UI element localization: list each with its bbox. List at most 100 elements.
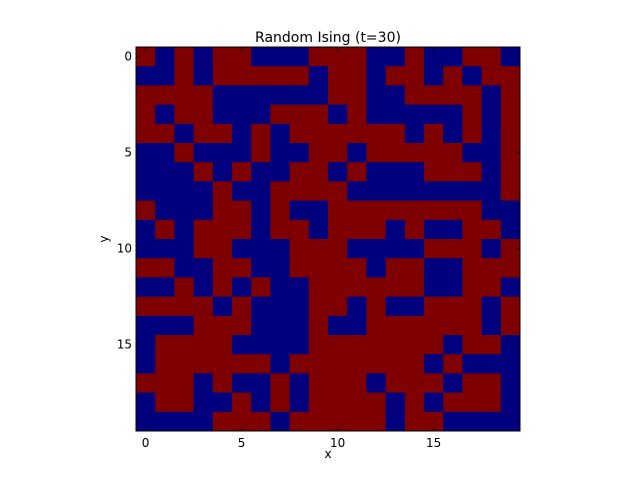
heatmap-cell (251, 85, 271, 106)
heatmap-cell (212, 373, 233, 394)
heatmap-cell (462, 392, 483, 413)
heatmap-cell (308, 354, 329, 374)
heatmap-cell (347, 373, 367, 394)
heatmap-cell (404, 239, 425, 259)
heatmap-cell (232, 200, 252, 221)
heatmap-cell (136, 277, 156, 298)
heatmap-cell (174, 258, 195, 278)
heatmap-cell (462, 258, 483, 278)
heatmap-cell (328, 315, 348, 336)
heatmap-cell (308, 47, 329, 67)
heatmap-cell (174, 411, 195, 432)
heatmap-cell (385, 373, 406, 394)
heatmap-cell (251, 315, 271, 336)
x-tick-label: 10 (330, 436, 345, 450)
heatmap-cell (289, 219, 310, 240)
heatmap-cell (481, 85, 502, 106)
heatmap-cell (212, 143, 233, 163)
heatmap-cell (328, 143, 348, 163)
heatmap-cell (270, 354, 291, 374)
x-tick-label: 0 (142, 436, 150, 450)
heatmap-cell (424, 277, 444, 298)
heatmap-cell (347, 66, 367, 86)
heatmap-cell (212, 239, 233, 259)
heatmap-cell (424, 162, 444, 182)
heatmap-cell (251, 181, 271, 202)
heatmap-cell (174, 47, 195, 67)
heatmap-cell (289, 181, 310, 202)
heatmap-cell (308, 411, 329, 432)
heatmap-cell (155, 104, 175, 125)
heatmap-cell (481, 315, 502, 336)
heatmap-cell (347, 315, 367, 336)
heatmap-cell (308, 66, 329, 86)
heatmap-cell (232, 392, 252, 413)
heatmap-cell (308, 296, 329, 317)
heatmap-cell (385, 296, 406, 317)
heatmap-cell (212, 47, 233, 67)
heatmap-cell (270, 296, 291, 317)
heatmap-cell (462, 104, 483, 125)
heatmap-cell (155, 239, 175, 259)
heatmap-cell (270, 181, 291, 202)
heatmap-cell (500, 335, 521, 355)
heatmap-cell (404, 123, 425, 144)
heatmap-cell (174, 239, 195, 259)
heatmap-cell (251, 296, 271, 317)
heatmap-cell (193, 392, 214, 413)
heatmap-cell (155, 181, 175, 202)
heatmap-cell (500, 85, 521, 106)
heatmap-cell (385, 104, 406, 125)
heatmap-cell (193, 162, 214, 182)
heatmap-cell (136, 258, 156, 278)
heatmap-cell (174, 85, 195, 106)
heatmap-cell (424, 315, 444, 336)
heatmap-cell (462, 123, 483, 144)
heatmap-cell (443, 373, 463, 394)
heatmap-cell (443, 392, 463, 413)
heatmap-cell (136, 47, 156, 67)
heatmap-cell (385, 123, 406, 144)
heatmap-cell (155, 200, 175, 221)
heatmap-cell (462, 354, 483, 374)
heatmap-cell (270, 219, 291, 240)
heatmap-cell (443, 66, 463, 86)
heatmap-cell (404, 277, 425, 298)
heatmap-cell (481, 258, 502, 278)
heatmap-cell (232, 123, 252, 144)
heatmap-cell (481, 335, 502, 355)
heatmap-cell (193, 277, 214, 298)
heatmap-cell (462, 239, 483, 259)
heatmap-cell (136, 315, 156, 336)
heatmap-cell (155, 392, 175, 413)
heatmap-cell (232, 104, 252, 125)
heatmap-cell (270, 47, 291, 67)
heatmap-cell (289, 335, 310, 355)
heatmap-cell (289, 200, 310, 221)
heatmap-cell (424, 354, 444, 374)
heatmap-cell (193, 335, 214, 355)
heatmap-cell (155, 219, 175, 240)
heatmap-cell (462, 411, 483, 432)
heatmap-cell (328, 219, 348, 240)
heatmap-cell (136, 219, 156, 240)
heatmap-cell (232, 335, 252, 355)
heatmap-cell (251, 392, 271, 413)
heatmap-cell (289, 162, 310, 182)
heatmap-cell (155, 85, 175, 106)
heatmap-cell (366, 143, 387, 163)
heatmap-cell (443, 354, 463, 374)
heatmap-cell (500, 411, 521, 432)
heatmap-cell (212, 162, 233, 182)
heatmap-cell (500, 66, 521, 86)
heatmap-cell (500, 162, 521, 182)
heatmap-cell (328, 85, 348, 106)
heatmap-cell (481, 239, 502, 259)
heatmap-cell (328, 239, 348, 259)
heatmap-cell (212, 277, 233, 298)
heatmap-cell (404, 315, 425, 336)
heatmap-cell (462, 296, 483, 317)
heatmap-cell (328, 200, 348, 221)
heatmap-cell (308, 219, 329, 240)
heatmap-cell (308, 104, 329, 125)
